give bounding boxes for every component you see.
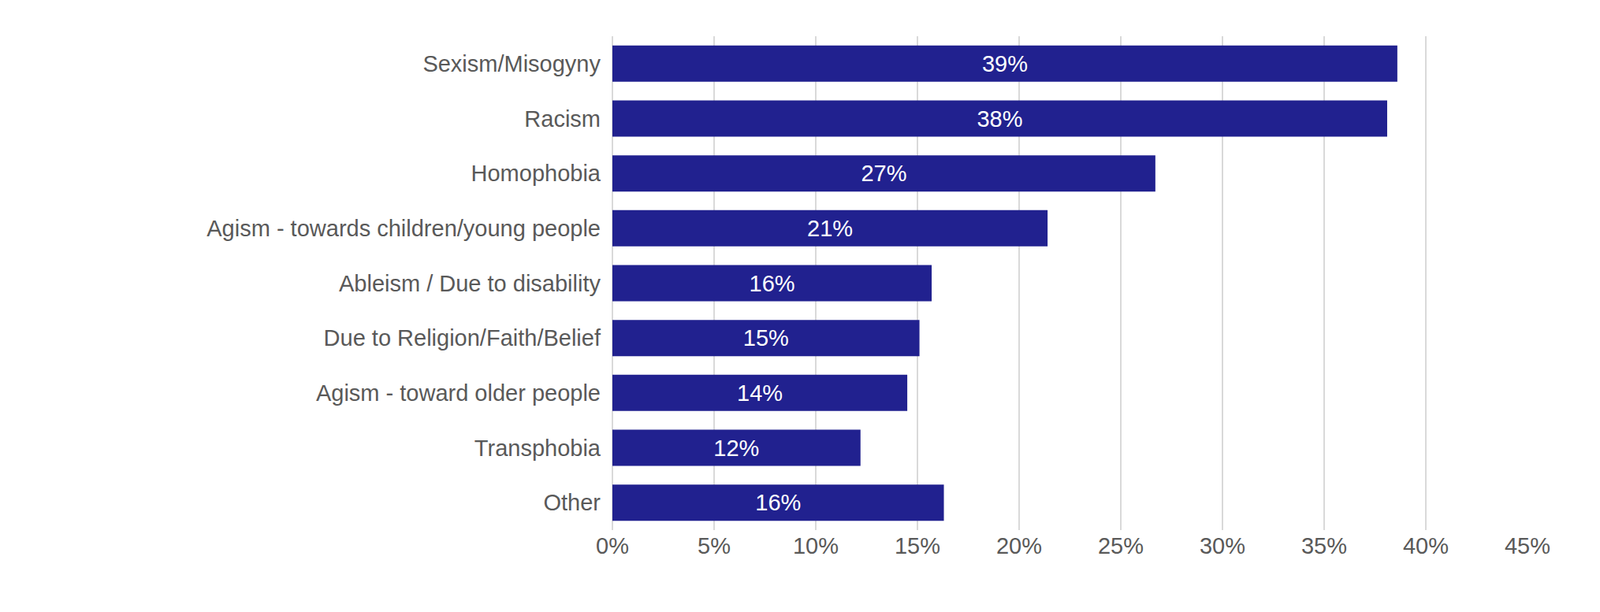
svg-text:16%: 16% (755, 490, 801, 516)
svg-text:20%: 20% (996, 533, 1042, 559)
svg-text:45%: 45% (1504, 533, 1551, 559)
svg-text:Agism - toward older people: Agism - toward older people (316, 380, 601, 406)
svg-text:0%: 0% (595, 533, 629, 559)
svg-text:30%: 30% (1199, 533, 1246, 559)
svg-text:40%: 40% (1402, 533, 1449, 559)
svg-text:Ableism / Due to disability: Ableism / Due to disability (338, 271, 602, 297)
svg-text:Racism: Racism (524, 106, 601, 132)
svg-text:14%: 14% (736, 380, 783, 406)
svg-text:25%: 25% (1097, 533, 1144, 559)
svg-text:Other: Other (543, 490, 601, 516)
svg-text:21%: 21% (807, 215, 853, 242)
svg-text:Homophobia: Homophobia (471, 160, 602, 187)
svg-text:15%: 15% (743, 325, 789, 351)
svg-text:10%: 10% (792, 533, 839, 559)
svg-text:38%: 38% (976, 106, 1023, 132)
svg-text:12%: 12% (713, 435, 760, 462)
svg-text:Agism - towards children/young: Agism - towards children/young people (206, 215, 601, 242)
svg-text:Sexism/Misogyny: Sexism/Misogyny (422, 51, 601, 77)
svg-text:27%: 27% (860, 160, 907, 187)
svg-text:35%: 35% (1301, 533, 1347, 559)
svg-text:15%: 15% (894, 533, 941, 559)
svg-text:39%: 39% (982, 51, 1028, 77)
svg-text:Transphobia: Transphobia (474, 435, 602, 462)
svg-text:Due to Religion/Faith/Belief: Due to Religion/Faith/Belief (323, 325, 602, 351)
svg-text:5%: 5% (697, 533, 731, 559)
svg-text:16%: 16% (749, 271, 796, 297)
